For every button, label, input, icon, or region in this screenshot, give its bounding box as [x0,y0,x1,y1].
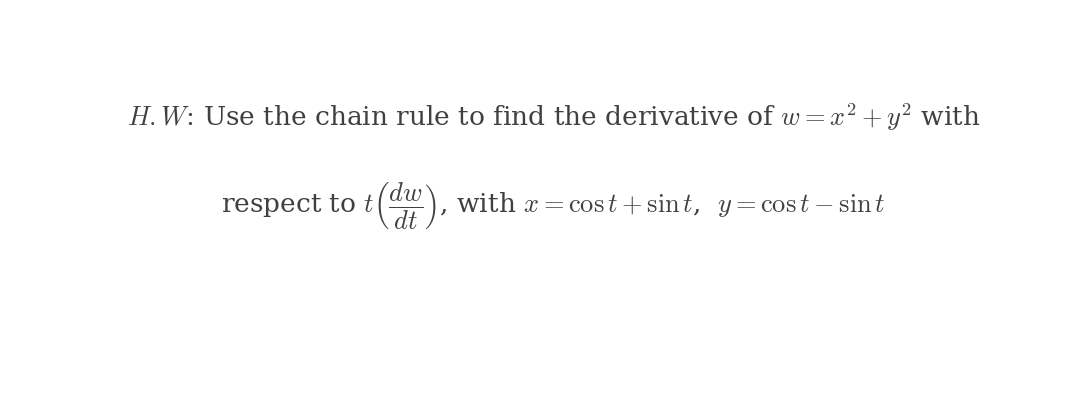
Text: respect to $t\left(\dfrac{dw}{dt}\right)$, with $x = \cos t + \sin t$,  $y = \co: respect to $t\left(\dfrac{dw}{dt}\right)… [221,179,886,230]
Text: $\bf\mathit{H.W}$: Use the chain rule to find the derivative of $w = x^2 + y^2$ : $\bf\mathit{H.W}$: Use the chain rule to… [126,101,981,133]
